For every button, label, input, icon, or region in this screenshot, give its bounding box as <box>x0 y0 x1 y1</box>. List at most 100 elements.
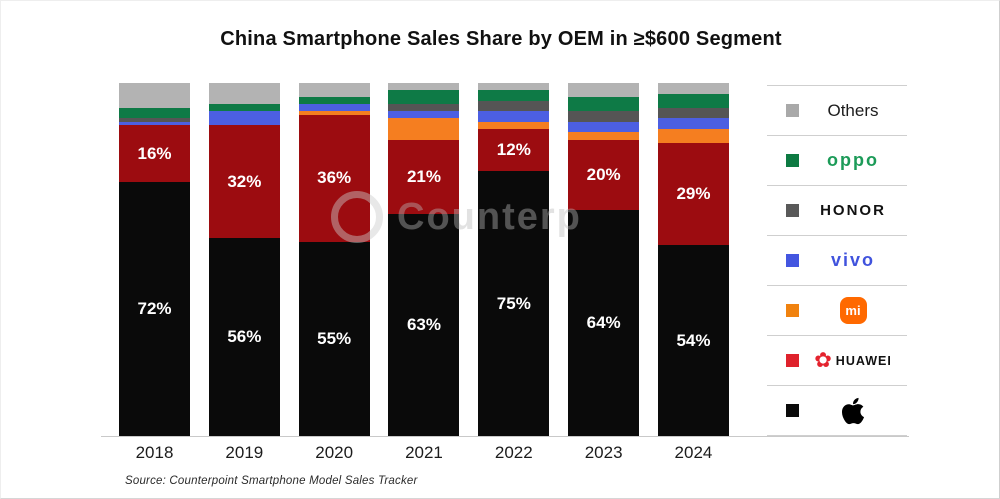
bar-column-2020: 55% 36% 2020 <box>298 83 370 462</box>
bar-segment-mi-2020 <box>298 111 370 115</box>
segment-value-label: 36% <box>317 168 352 188</box>
segment-value-label: 55% <box>317 328 352 348</box>
bar-segment-honor-2024 <box>657 107 729 119</box>
legend-item-mi: mi <box>767 285 907 335</box>
legend-item-vivo: vivo <box>767 235 907 285</box>
vivo-logo: vivo <box>830 250 876 270</box>
segment-value-label: 16% <box>137 143 172 163</box>
stacked-bar-2018: 72% 16% <box>119 83 190 436</box>
legend-item-oppo: oppo <box>767 135 907 185</box>
bar-segment-oppo-2022 <box>478 90 550 101</box>
legend-item-others: Others <box>767 85 907 135</box>
bar-segment-others-2018 <box>119 83 190 108</box>
bar-segment-vivo-2021 <box>388 111 460 119</box>
segment-value-label: 29% <box>676 184 711 204</box>
bar-segment-apple-2024: 54% <box>657 245 729 436</box>
bar-segment-mi-2022 <box>478 121 550 129</box>
stacked-bar-2021: 63% 21% <box>388 83 460 436</box>
mi-swatch <box>786 304 799 317</box>
bar-segment-others-2020 <box>298 83 370 98</box>
segment-value-label: 75% <box>496 293 531 313</box>
oppo-swatch <box>786 154 799 167</box>
legend: Others oppo HONOR vivo mi ✿ HUAWEI <box>767 85 907 436</box>
x-axis-tick-2023: 2023 <box>584 443 623 462</box>
bar-segment-others-2022 <box>478 83 550 91</box>
bar-segment-huawei-2022: 12% <box>478 128 550 172</box>
huawei-swatch <box>786 354 799 367</box>
segment-value-label: 64% <box>586 313 621 333</box>
segment-value-label: 72% <box>137 298 172 318</box>
bar-segment-honor-2021 <box>388 104 460 112</box>
bar-segment-others-2019 <box>208 83 280 105</box>
bar-segment-vivo-2018 <box>119 121 190 126</box>
bar-segment-apple-2018: 72% <box>119 181 190 436</box>
chart-title: China Smartphone Sales Share by OEM in ≥… <box>220 28 782 50</box>
bar-segment-vivo-2019 <box>208 111 280 126</box>
bar-segment-vivo-2023 <box>568 121 640 133</box>
bar-segment-vivo-2024 <box>657 118 729 129</box>
bar-segment-honor-2022 <box>478 100 550 112</box>
bar-column-2023: 64% 20% 2023 <box>568 83 640 462</box>
honor-logo: HONOR <box>820 202 886 219</box>
bar-segment-oppo-2019 <box>208 104 280 112</box>
legend-item-huawei: ✿ HUAWEI <box>767 335 907 385</box>
bar-segment-apple-2020: 55% <box>298 241 370 436</box>
segment-value-label: 54% <box>676 330 711 350</box>
huawei-flower-icon: ✿ <box>814 349 832 372</box>
bar-column-2024: 54% 29% 2024 <box>657 83 729 462</box>
bar-segment-huawei-2019: 32% <box>208 125 280 239</box>
huawei-logo: HUAWEI <box>835 353 892 368</box>
bar-chart: 72% 16% 2018 56% 32% 2019 55% 36% 2020 63% 21% 2021… <box>119 83 729 462</box>
bar-segment-huawei-2021: 21% <box>388 139 460 214</box>
bar-segment-oppo-2020 <box>298 97 370 105</box>
segment-value-label: 12% <box>496 140 531 160</box>
oppo-logo: oppo <box>827 150 879 170</box>
bar-segment-apple-2019: 56% <box>208 238 280 436</box>
stacked-bar-2022: 75% 12% <box>478 83 550 436</box>
others-swatch <box>786 104 799 117</box>
bar-segment-oppo-2021 <box>388 90 460 105</box>
bar-segment-apple-2023: 64% <box>568 210 640 436</box>
bar-segment-mi-2024 <box>657 128 729 144</box>
vivo-swatch <box>786 254 799 267</box>
x-axis-tick-2021: 2021 <box>405 443 443 462</box>
bar-column-2022: 75% 12% 2022 <box>478 83 550 462</box>
bar-segment-apple-2021: 63% <box>388 213 460 436</box>
segment-value-label: 63% <box>406 314 441 334</box>
bar-column-2019: 56% 32% 2019 <box>208 83 280 462</box>
x-axis-tick-2019: 2019 <box>225 443 264 462</box>
segment-value-label: 20% <box>586 164 621 184</box>
apple-swatch <box>786 404 799 417</box>
stacked-bar-2024: 54% 29% <box>657 83 729 436</box>
bar-segment-oppo-2023 <box>568 97 640 112</box>
bar-segment-huawei-2018: 16% <box>119 125 190 182</box>
bar-segment-vivo-2022 <box>478 111 550 122</box>
segment-value-label: 56% <box>227 327 262 347</box>
segment-value-label: 21% <box>406 166 441 186</box>
bar-segment-vivo-2020 <box>298 104 370 112</box>
bar-segment-honor-2018 <box>119 118 190 122</box>
bar-segment-others-2023 <box>568 83 640 98</box>
x-axis-line <box>101 436 909 437</box>
legend-item-apple <box>767 385 907 436</box>
x-axis-tick-2020: 2020 <box>315 443 354 462</box>
legend-item-honor: HONOR <box>767 185 907 235</box>
apple-logo-icon <box>841 397 865 424</box>
stacked-bar-2019: 56% 32% <box>208 83 280 436</box>
bar-segment-others-2024 <box>657 83 729 94</box>
bar-segment-huawei-2020: 36% <box>298 114 370 242</box>
x-axis-tick-2024: 2024 <box>674 443 713 462</box>
honor-swatch <box>786 204 799 217</box>
segment-value-label: 32% <box>227 171 262 191</box>
bar-segment-honor-2023 <box>568 111 640 122</box>
x-axis-tick-2018: 2018 <box>135 443 174 462</box>
bar-segment-apple-2022: 75% <box>478 171 550 436</box>
xiaomi-mi-logo: mi <box>839 297 867 324</box>
bar-segment-mi-2023 <box>568 132 640 140</box>
bar-segment-huawei-2024: 29% <box>657 143 729 246</box>
bar-segment-oppo-2018 <box>119 107 190 119</box>
stacked-bar-2023: 64% 20% <box>568 83 640 436</box>
stacked-bar-2020: 55% 36% <box>298 83 370 436</box>
bar-segment-huawei-2023: 20% <box>568 139 640 211</box>
